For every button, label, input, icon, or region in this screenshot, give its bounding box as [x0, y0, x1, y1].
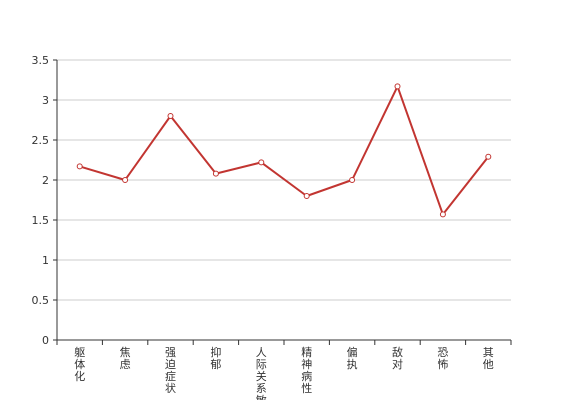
x-axis-ticks [56, 340, 512, 345]
y-tick-label: 3 [42, 94, 49, 107]
y-gridlines [57, 59, 511, 301]
y-tick-label: 2.5 [32, 134, 50, 147]
data-point[interactable] [258, 159, 265, 166]
data-point[interactable] [122, 177, 129, 183]
x-category-label: 敌对 [392, 345, 403, 371]
y-tick-label: 3.5 [32, 54, 50, 67]
data-point[interactable] [394, 83, 401, 90]
x-category-label: 精神病性 [301, 346, 312, 395]
x-category-label: 躯体化 [74, 346, 85, 383]
x-category-label: 恐怖 [437, 346, 448, 371]
series-line [79, 85, 490, 216]
data-point[interactable] [212, 170, 219, 177]
y-tick-label: 1.5 [32, 214, 50, 227]
x-axis-category-labels: 躯体化 焦虑 强迫症状 抑郁 人际关系敏感 精神病性 偏执 敌对 恐怖 其他 [74, 345, 494, 400]
y-tick-label: 2 [42, 174, 49, 187]
data-point[interactable] [76, 163, 83, 170]
y-tick-label: 0.5 [32, 294, 50, 307]
x-category-label: 偏执 [347, 345, 358, 371]
x-category-label: 其他 [483, 346, 494, 371]
y-tick-label: 1 [42, 254, 49, 267]
y-axis-tick-labels: 0 0.5 1 1.5 2 2.5 3 3.5 [32, 54, 57, 347]
x-category-label: 人际关系敏感 [256, 346, 267, 400]
data-point[interactable] [303, 193, 310, 199]
data-points [76, 83, 492, 218]
y-tick-label: 0 [42, 334, 49, 347]
data-point[interactable] [167, 113, 174, 119]
data-point[interactable] [439, 211, 446, 218]
data-point[interactable] [349, 177, 356, 183]
data-point[interactable] [485, 153, 492, 160]
x-category-label: 强迫症状 [165, 346, 176, 395]
x-category-label: 焦虑 [120, 346, 131, 371]
x-category-label: 抑郁 [210, 345, 221, 371]
